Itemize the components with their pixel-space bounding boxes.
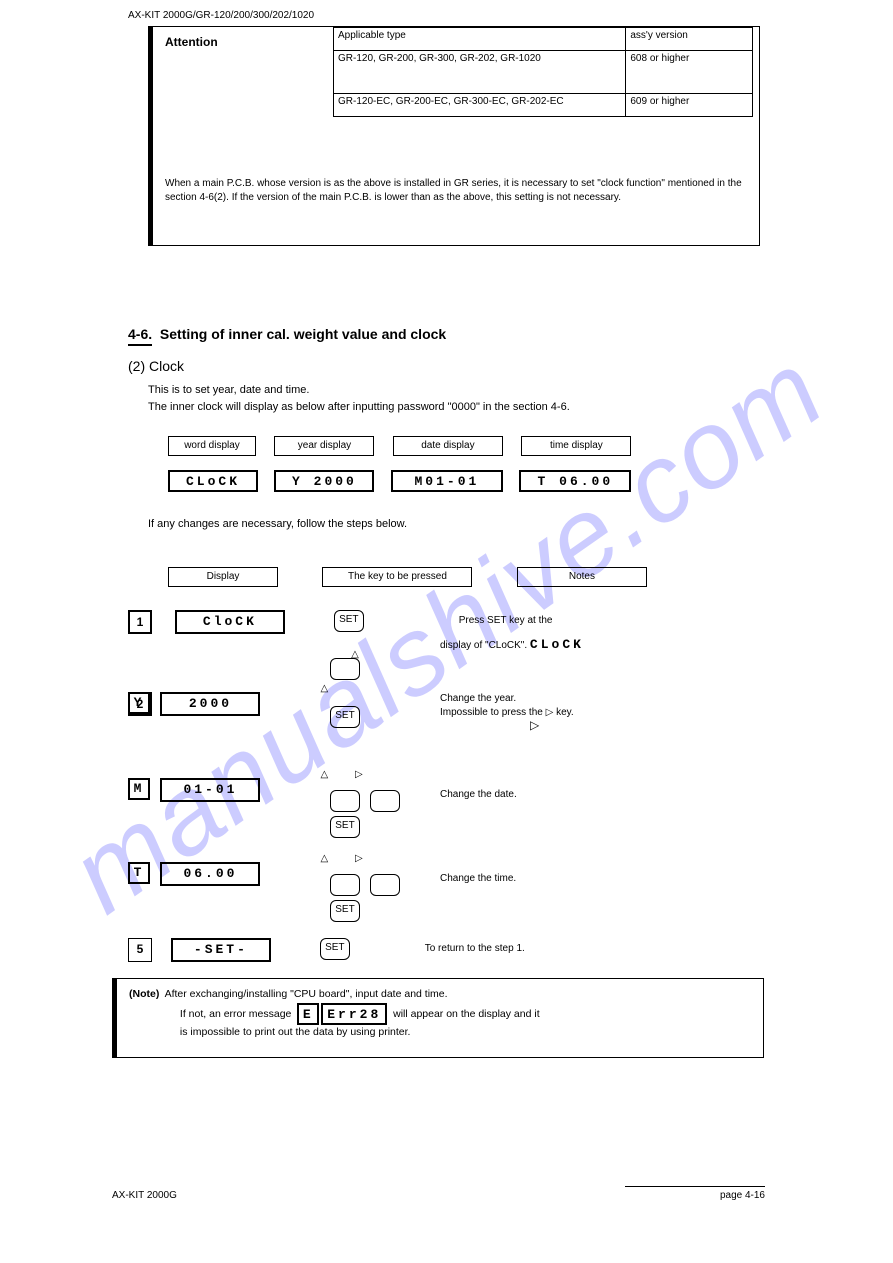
step-note: Change the time. [440, 872, 516, 886]
step-note: Change the year. Impossible to press the… [440, 692, 574, 719]
step-number: 2 [128, 692, 152, 716]
set-button[interactable]: SET [320, 938, 350, 960]
footer-left: AX-KIT 2000G [112, 1190, 177, 1201]
table-row: GR-120, GR-200, GR-300, GR-202, GR-1020 [334, 51, 626, 94]
lcd-display: 06.00 [160, 862, 260, 886]
step-note: Change the date. [440, 788, 517, 802]
step-note: Press SET key at the [459, 615, 553, 626]
lcd-display: Y 2000 [274, 470, 374, 492]
step-number: 5 [128, 938, 152, 962]
column-label: time display [521, 436, 631, 456]
arrow-up-icon: △ [309, 769, 339, 780]
footer-right: page 4-16 [720, 1190, 765, 1201]
step-number: 1 [128, 610, 152, 634]
page-footer: AX-KIT 2000G page 4-16 [112, 1190, 765, 1201]
note-line: is impossible to print out the data by u… [180, 1026, 411, 1038]
table-row: 608 or higher [626, 51, 753, 94]
note-label: (Note) [129, 988, 159, 1000]
lcd-display: 01-01 [160, 778, 260, 802]
intro-text: This is to set year, date and time. The … [148, 382, 765, 415]
right-button[interactable] [370, 874, 400, 896]
attention-box: Attention Applicable type ass'y version … [148, 26, 762, 252]
step-note: To return to the step 1. [425, 943, 525, 954]
right-button[interactable] [370, 790, 400, 812]
arrow-right-icon: ▷ [530, 718, 539, 732]
lcd-display: T 06.00 [519, 470, 631, 492]
column-label: Notes [517, 567, 647, 587]
step-row: 5 -SET- SET To return to the step 1. [128, 938, 773, 962]
step-note: display of "CLoCK". CLoCK [440, 636, 584, 654]
time-symbol: T [128, 862, 150, 884]
note-line: will appear on the display and it [393, 1008, 540, 1020]
lcd-display: -SET- [171, 938, 271, 962]
step-header-row: Display The key to be pressed Notes [168, 566, 647, 587]
lcd-display: CloCK [175, 610, 285, 634]
error-display: Err28 [321, 1003, 387, 1025]
column-label: The key to be pressed [322, 567, 472, 587]
note-line: After exchanging/installing "CPU board",… [165, 988, 448, 1000]
step-row: 1 CloCK SET Press SET key at the [128, 610, 773, 634]
table-header-left: Applicable type [334, 28, 626, 51]
lcd-display: CLoCK [168, 470, 258, 492]
up-button[interactable] [330, 874, 360, 896]
error-symbol: E [297, 1003, 319, 1025]
table-row: 609 or higher [626, 94, 753, 117]
display-header-row: word display year display date display t… [168, 436, 645, 456]
set-button[interactable]: SET [334, 610, 364, 632]
set-button[interactable]: SET [330, 900, 360, 922]
column-label: year display [274, 436, 374, 456]
section-heading: 4-6. Setting of inner cal. weight value … [128, 326, 446, 342]
lcd-display: 2000 [160, 692, 260, 716]
inline-lcd: CLoCK [530, 637, 584, 652]
arrow-right-icon: ▷ [344, 853, 374, 864]
table-row: GR-120-EC, GR-200-EC, GR-300-EC, GR-202-… [334, 94, 626, 117]
lcd-row: CLoCK Y 2000 M01-01 T 06.00 [168, 470, 643, 492]
sub-intro: If any changes are necessary, follow the… [148, 516, 765, 533]
version-table: Applicable type ass'y version GR-120, GR… [333, 27, 753, 117]
attention-body: When a main P.C.B. whose version is as t… [165, 177, 747, 205]
column-label: Display [168, 567, 278, 587]
up-button[interactable] [330, 658, 360, 680]
lcd-display: M01-01 [391, 470, 503, 492]
set-button[interactable]: SET [330, 706, 360, 728]
arrow-right-icon: ▷ [344, 769, 374, 780]
arrow-up-icon: △ [309, 853, 339, 864]
arrow-up-icon: △ [309, 683, 339, 694]
month-symbol: M [128, 778, 150, 800]
table-header-right: ass'y version [626, 28, 753, 51]
note-line: If not, an error message [180, 1008, 291, 1020]
set-button[interactable]: SET [330, 816, 360, 838]
column-label: word display [168, 436, 256, 456]
subsection: (2) Clock [128, 358, 184, 374]
column-label: date display [393, 436, 503, 456]
page-header-left: AX-KIT 2000G/GR-120/200/300/202/1020 [128, 10, 314, 21]
up-button[interactable] [330, 790, 360, 812]
